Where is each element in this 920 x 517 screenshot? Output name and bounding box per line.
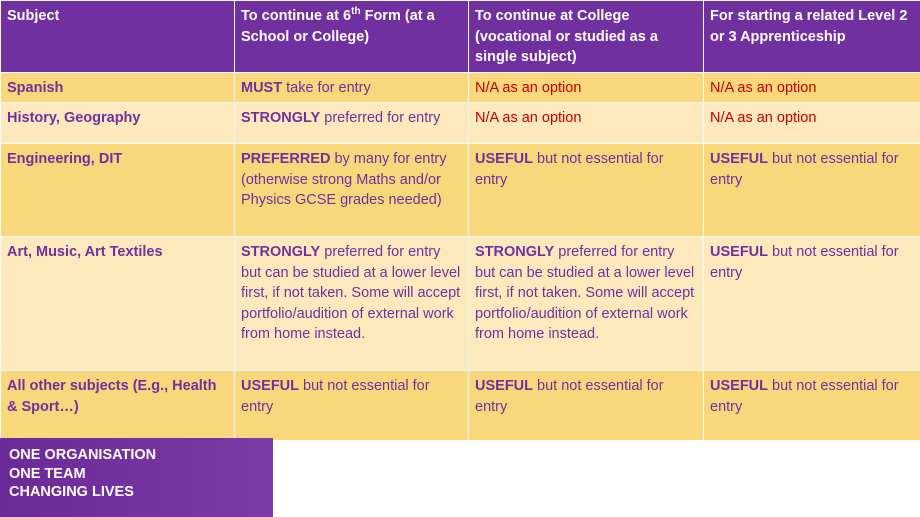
slogan-line-3: CHANGING LIVES: [9, 484, 134, 500]
subject-cell: History, Geography: [0, 102, 235, 144]
sixth-form-cell: MUST take for entry: [234, 71, 469, 103]
slogan-line-1: ONE ORGANISATION: [9, 447, 157, 463]
header-college: To continue at College (vocational or st…: [468, 0, 704, 73]
header-apprenticeship: For starting a related Level 2 or 3 Appr…: [703, 0, 920, 73]
subject-cell: Art, Music, Art Textiles: [0, 236, 235, 371]
apprenticeship-cell: USEFUL but not essential for entry: [703, 236, 920, 371]
requirement-level: USEFUL: [710, 244, 768, 260]
sixth-form-cell: PREFERRED by many for entry (otherwise s…: [234, 143, 469, 237]
sixth-form-cell: STRONGLY preferred for entry but can be …: [234, 236, 469, 371]
requirement-text: but not essential for entry: [475, 378, 664, 415]
subject-cell: Spanish: [0, 71, 235, 103]
college-cell: USEFUL but not essential for entry: [468, 370, 704, 441]
requirement-text: take for entry: [282, 79, 371, 96]
slogan-line-2: ONE TEAM: [9, 465, 86, 482]
header-sixth-form-sup: th: [351, 6, 361, 18]
requirement-level: STRONGLY: [241, 244, 321, 260]
requirement-text: but not essential for entry: [475, 151, 664, 188]
requirement-level: USEFUL: [241, 378, 299, 394]
requirement-level: STRONGLY: [475, 244, 555, 260]
table-row: All other subjects (E.g., Health & Sport…: [0, 370, 920, 441]
header-row: Subject To continue at 6th Form (at a Sc…: [0, 0, 920, 73]
table-row: Engineering, DIT PREFERRED by many for e…: [0, 143, 920, 237]
requirement-text: but not essential for entry: [710, 151, 899, 188]
sixth-form-cell: STRONGLY preferred for entry: [234, 102, 469, 144]
header-sixth-form-suffix: Form (at a School or College): [241, 8, 435, 45]
apprenticeship-cell: USEFUL but not essential for entry: [703, 370, 920, 441]
college-cell: USEFUL but not essential for entry: [468, 143, 704, 237]
requirement-level: USEFUL: [710, 151, 768, 167]
table-row: History, Geography STRONGLY preferred fo…: [0, 102, 920, 144]
apprenticeship-cell: N/A as an option: [703, 71, 920, 103]
requirement-level: PREFERRED: [241, 151, 331, 167]
sixth-form-cell: USEFUL but not essential for entry: [234, 370, 469, 441]
requirement-level: MUST: [241, 79, 283, 96]
header-sixth-form: To continue at 6th Form (at a School or …: [234, 0, 469, 73]
requirement-text: preferred for entry but can be studied a…: [475, 244, 695, 342]
requirement-text: preferred for entry but can be studied a…: [241, 244, 461, 342]
subject-cell: All other subjects (E.g., Health & Sport…: [0, 370, 235, 441]
requirement-level: USEFUL: [710, 378, 768, 394]
requirement-text: by many for entry (otherwise strong Math…: [241, 151, 447, 208]
requirement-text: but not essential for entry: [710, 378, 899, 415]
college-cell: N/A as an option: [468, 102, 704, 144]
slogan-banner: ONE ORGANISATION ONE TEAM CHANGING LIVES: [0, 438, 273, 517]
apprenticeship-cell: N/A as an option: [703, 102, 920, 144]
subject-cell: Engineering, DIT: [0, 143, 235, 237]
table-row: Art, Music, Art Textiles STRONGLY prefer…: [0, 236, 920, 371]
requirement-text: preferred for entry: [320, 110, 441, 126]
header-subject: Subject: [0, 0, 235, 73]
requirement-level: STRONGLY: [241, 110, 321, 126]
requirement-level: USEFUL: [475, 151, 533, 167]
requirement-text: but not essential for entry: [710, 244, 899, 281]
requirement-text: but not essential for entry: [241, 378, 430, 415]
header-sixth-form-prefix: To continue at 6: [241, 8, 352, 24]
table-row: Spanish MUST take for entry N/A as an op…: [0, 71, 920, 103]
college-cell: N/A as an option: [468, 71, 704, 103]
subject-requirements-table: Subject To continue at 6th Form (at a Sc…: [0, 0, 920, 441]
college-cell: STRONGLY preferred for entry but can be …: [468, 236, 704, 371]
requirement-level: USEFUL: [475, 378, 533, 394]
apprenticeship-cell: USEFUL but not essential for entry: [703, 143, 920, 237]
